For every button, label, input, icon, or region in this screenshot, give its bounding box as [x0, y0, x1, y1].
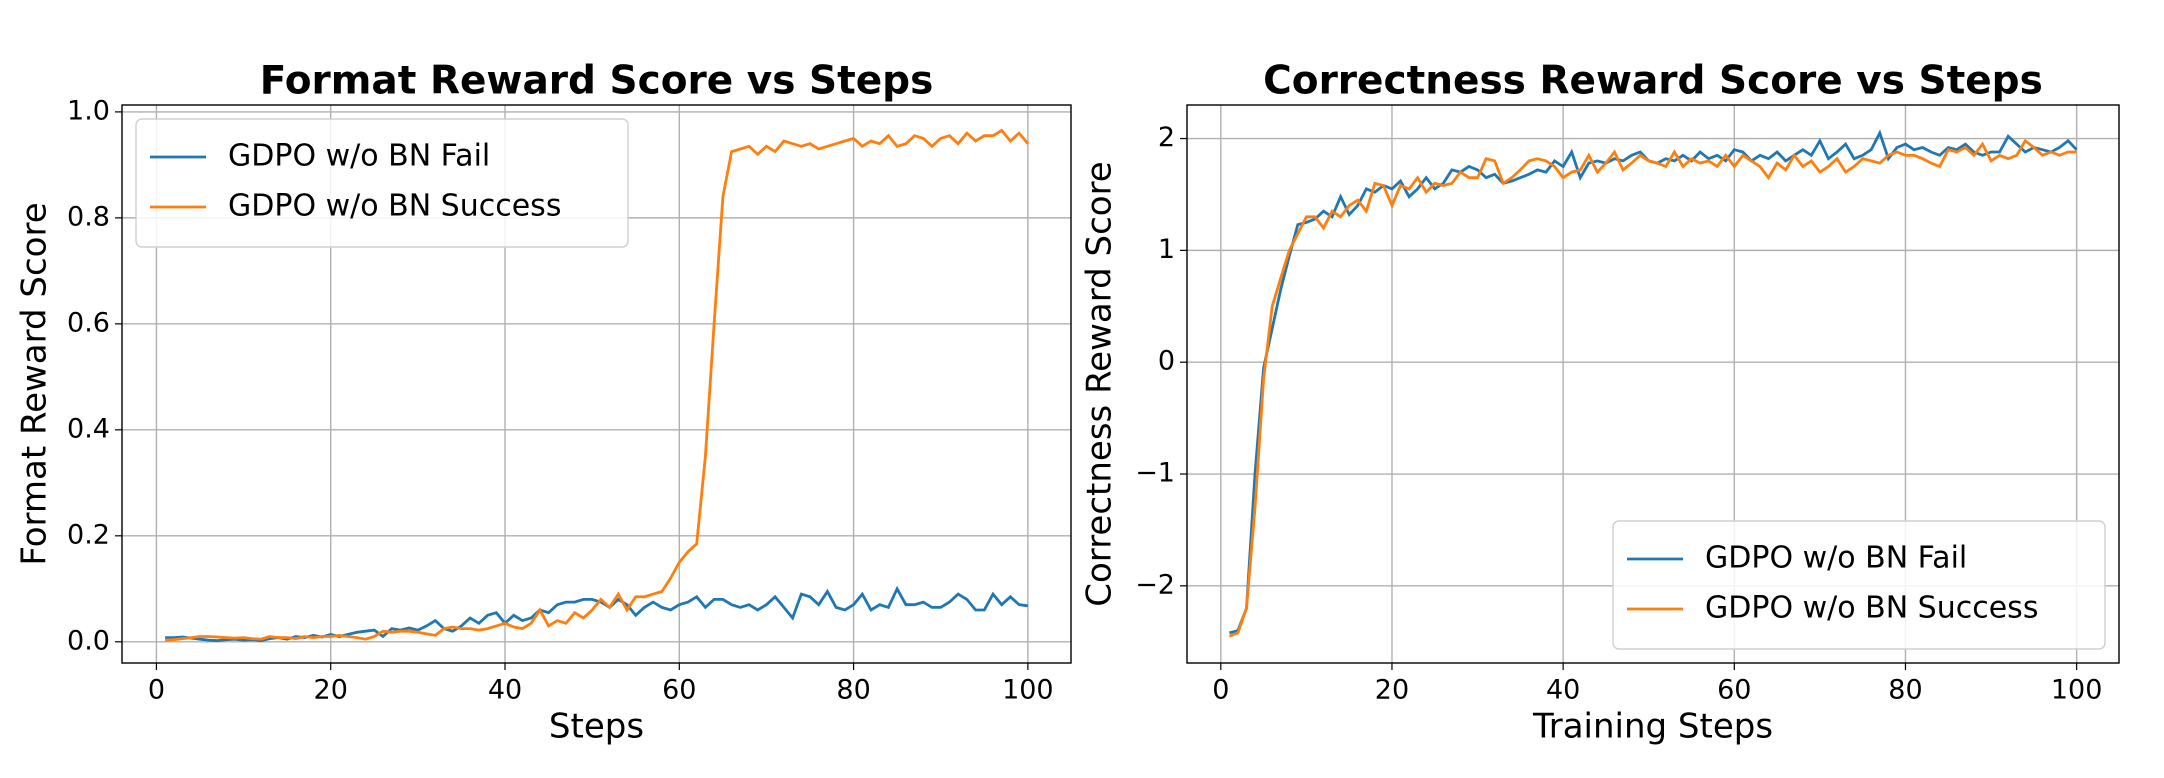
- x-axis-label: Steps: [549, 707, 644, 747]
- x-tick-label: 80: [1888, 675, 1922, 706]
- y-tick-label: 2: [1158, 122, 1175, 153]
- x-tick-label: 0: [148, 675, 165, 706]
- y-axis-label: Format Reward Score: [15, 202, 55, 565]
- legend-label: GDPO w/o BN Fail: [228, 139, 490, 174]
- x-tick-label: 40: [1546, 675, 1580, 706]
- chart: 0 20 40 60 80 100 0.0 0.2 0.4 0.6 0.8 1.0 Format Rew…: [15, 59, 1072, 747]
- axes-frame: [1186, 104, 2120, 664]
- y-tick-label: −2: [1135, 569, 1175, 600]
- legend-label: GDPO w/o BN Success: [1705, 591, 2038, 626]
- y-tick-label: 0: [1158, 346, 1175, 377]
- x-tick-label: 80: [836, 675, 870, 706]
- chart-title: Correctness Reward Score vs Steps: [1263, 59, 2043, 104]
- y-tick-label: 0.6: [67, 307, 110, 338]
- legend: GDPO w/o BN Fail GDPO w/o BN Success: [1612, 520, 2106, 650]
- y-tick-label: 1.0: [67, 95, 110, 126]
- legend-box: [135, 118, 629, 248]
- y-tick-label: 1: [1158, 234, 1175, 265]
- legend-box: [1612, 520, 2106, 650]
- legend: GDPO w/o BN Fail GDPO w/o BN Success: [135, 118, 629, 248]
- x-tick-label: 0: [1212, 675, 1229, 706]
- x-tick-label: 60: [662, 675, 696, 706]
- x-tick-label: 40: [488, 675, 522, 706]
- x-tick-label: 20: [1375, 675, 1409, 706]
- y-tick-label: 0.0: [67, 625, 110, 656]
- x-tick-label: 100: [1002, 675, 1054, 706]
- chart: 0 20 40 60 80 100 −2 −1 0 1 2 Correctness Reward Sc…: [1080, 59, 2120, 747]
- x-axis-label: Training Steps: [1532, 707, 1773, 747]
- y-tick-label: 0.4: [67, 413, 110, 444]
- legend-label: GDPO w/o BN Fail: [1705, 541, 1967, 576]
- line: [165, 128, 1029, 642]
- line: [165, 585, 1029, 643]
- y-tick-label: −1: [1135, 458, 1175, 489]
- y-axis-label: Correctness Reward Score: [1080, 161, 1120, 606]
- line: [1228, 138, 2077, 638]
- x-tick-label: 100: [2051, 675, 2103, 706]
- chart-title: Format Reward Score vs Steps: [260, 59, 934, 104]
- y-tick-label: 0.2: [67, 519, 110, 550]
- x-tick-label: 20: [314, 675, 348, 706]
- legend-label: GDPO w/o BN Success: [228, 189, 561, 224]
- x-tick-label: 60: [1717, 675, 1751, 706]
- y-tick-label: 0.8: [67, 201, 110, 232]
- axes-frame: [121, 104, 1072, 664]
